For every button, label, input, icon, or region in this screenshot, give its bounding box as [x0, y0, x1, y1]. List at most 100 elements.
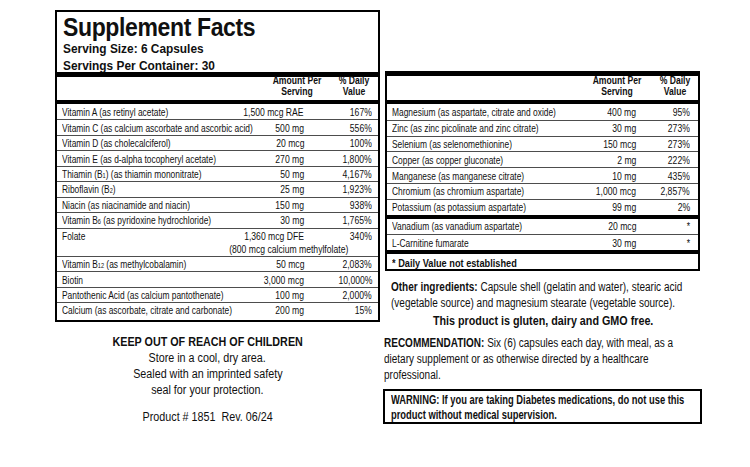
nutrient-daily-value: 556%	[304, 122, 372, 134]
amount-per-serving-header: Amount Per Serving	[273, 76, 322, 97]
daily-value-footnote: * Daily Value not established	[387, 254, 698, 269]
nutrient-row: Niacin (as niacinamide and niacin)150 mg…	[57, 197, 378, 212]
nutrient-amount: 150 mg	[202, 199, 304, 211]
vitamins-rows: Vitamin A (as retinyl acetate)1,500 mcg …	[57, 104, 378, 318]
nutrient-row: Vitamin C (as calcium ascorbate and asco…	[57, 119, 378, 134]
nutrient-row: Vitamin B12 (as methylcobalamin)50 mcg2,…	[57, 256, 378, 271]
warning-box: WARNING: If you are taking Diabetes medi…	[383, 389, 702, 424]
nutrient-amount: 1,000 mcg	[535, 185, 636, 197]
nutrient-amount: 1,360 mcg DFE	[202, 230, 304, 242]
nutrient-row: Thiamin (B1) (as thiamin mononitrate)50 …	[57, 166, 378, 181]
nutrient-daily-value: 1,800%	[304, 153, 372, 165]
minerals-table-header: Amount Per Serving % Daily Value	[387, 76, 698, 100]
nutrient-daily-value: 222%	[636, 154, 690, 166]
nutrient-name: Vitamin D (as cholecalciferol)	[57, 137, 202, 149]
nutrient-daily-value: 1,765%	[304, 214, 372, 226]
amount-per-serving-header: Amount Per Serving	[593, 76, 642, 97]
recommendation-line: RECOMMENDATION: Six (6) capsules each da…	[384, 336, 714, 352]
nutrient-daily-value: 1,923%	[304, 183, 372, 195]
seal-line: Sealed with an imprinted safety	[45, 366, 370, 382]
nutrient-amount: 270 mg	[202, 153, 304, 165]
product-number: Product # 1851 Rev. 06/24	[45, 409, 370, 425]
minerals-rows: Magnesium (as aspartate, citrate and oxi…	[387, 104, 698, 269]
nutrient-daily-value: 340%	[304, 230, 372, 242]
supplement-label: Supplement Facts Serving Size: 6 Capsule…	[0, 0, 750, 467]
nutrient-row: Zinc (as zinc picolinate and zinc citrat…	[387, 120, 698, 136]
nutrient-row: Pantothenic Acid (as calcium pantothenat…	[57, 287, 378, 302]
nutrient-row: Copper (as copper gluconate)2 mg222%	[387, 151, 698, 167]
nutrient-amount: 2 mg	[535, 154, 636, 166]
nutrient-daily-value: 15%	[304, 304, 372, 316]
nutrient-name: Calcium (as ascorbate, citrate and carbo…	[57, 304, 202, 316]
nutrient-row: Calcium (as ascorbate, citrate and carbo…	[57, 302, 378, 317]
nutrient-amount: 20 mcg	[535, 220, 636, 232]
nutrient-name: Vanadium (as vanadium aspartate)	[387, 220, 535, 232]
nutrient-daily-value: 2,000%	[304, 289, 372, 301]
nutrient-amount: 150 mcg	[535, 138, 636, 150]
nutrient-name: Zinc (as zinc picolinate and zinc citrat…	[387, 122, 535, 134]
other-ingredients: Other ingredients: Capsule shell (gelati…	[391, 280, 711, 311]
nutrient-row: Riboflavin (B2)25 mg1,923%	[57, 181, 378, 196]
percent-daily-value-header: % Daily Value	[660, 76, 691, 97]
other-ingredients-line: (vegetable source) and magnesium stearat…	[391, 296, 711, 312]
nutrient-amount: 50 mcg	[202, 258, 304, 270]
supplement-facts-panel: Supplement Facts Serving Size: 6 Capsule…	[55, 10, 380, 322]
nutrient-name: Potassium (as potassium aspartate)	[387, 201, 535, 213]
nutrient-name: Vitamin A (as retinyl acetate)	[57, 106, 202, 118]
storage-line: Store in a cool, dry area.	[45, 350, 370, 366]
nutrient-row: Magnesium (as aspartate, citrate and oxi…	[387, 104, 698, 120]
nutrient-amount: 25 mg	[202, 183, 304, 195]
keep-out-title: KEEP OUT OF REACH OF CHILDREN	[45, 334, 370, 350]
recommendation-block: RECOMMENDATION: Six (6) capsules each da…	[384, 336, 714, 383]
nutrient-amount: 1,500 mcg RAE	[202, 106, 304, 118]
panel-title: Supplement Facts	[63, 14, 372, 41]
nutrient-amount: 30 mg	[535, 237, 636, 249]
recommendation-line: professional.	[384, 368, 714, 384]
nutrient-daily-value: 435%	[636, 170, 690, 182]
nutrient-name: Vitamin C (as calcium ascorbate and asco…	[57, 122, 202, 134]
nutrient-row: Vitamin D (as cholecalciferol)20 mcg100%	[57, 135, 378, 150]
nutrient-daily-value: 2,083%	[304, 258, 372, 270]
nutrient-daily-value: 273%	[636, 122, 690, 134]
seal-line: seal for your protection.	[45, 382, 370, 398]
nutrient-daily-value: *	[636, 220, 690, 232]
nutrient-row: Biotin3,000 mcg10,000%	[57, 271, 378, 286]
nutrient-daily-value: 273%	[636, 138, 690, 150]
nutrient-daily-value: 4,167%	[304, 168, 372, 180]
nutrient-name: Niacin (as niacinamide and niacin)	[57, 199, 202, 211]
nutrient-row: Potassium (as potassium aspartate)99 mg2…	[387, 199, 698, 215]
nutrient-name: L-Carnitine fumarate	[387, 237, 535, 249]
nutrient-row: Vitamin B6 (as pyridoxine hydrochloride)…	[57, 212, 378, 227]
nutrient-daily-value: 2%	[636, 201, 690, 213]
nutrient-row: Vitamin A (as retinyl acetate)1,500 mcg …	[57, 104, 378, 119]
warning-text-line: WARNING: If you are taking Diabetes medi…	[391, 393, 694, 408]
nutrient-name: Chromium (as chromium aspartate)	[387, 185, 535, 197]
nutrient-name: Manganese (as manganese citrate)	[387, 170, 535, 182]
nutrient-daily-value: *	[636, 237, 690, 249]
facts-table-header: Amount Per Serving % Daily Value	[57, 74, 378, 100]
nutrient-name: Vitamin E (as d-alpha tocopheryl acetate…	[57, 153, 202, 165]
nutrient-daily-value: 2,857%	[636, 185, 690, 197]
nutrient-amount: 30 mg	[202, 214, 304, 226]
nutrient-name: Folate	[57, 230, 202, 242]
nutrient-amount: 10 mg	[535, 170, 636, 182]
nutrient-name: Thiamin (B1) (as thiamin mononitrate)	[57, 168, 202, 180]
recommendation-line: dietary supplement or as otherwise direc…	[384, 352, 714, 368]
warning-text-line: product without medical supervision.	[391, 408, 694, 423]
nutrient-daily-value: 938%	[304, 199, 372, 211]
nutrient-name: Vitamin B6 (as pyridoxine hydrochloride)	[57, 214, 202, 226]
nutrient-name: Selenium (as selenomethionine)	[387, 138, 535, 150]
nutrient-amount: 20 mcg	[202, 137, 304, 149]
nutrient-name: Riboflavin (B2)	[57, 183, 202, 195]
serving-size: Serving Size: 6 Capsules	[63, 41, 372, 58]
nutrient-daily-value: 10,000%	[304, 274, 372, 286]
nutrient-amount: 30 mg	[535, 122, 636, 134]
percent-daily-value-header: % Daily Value	[339, 76, 370, 97]
minerals-dv-rows: Magnesium (as aspartate, citrate and oxi…	[387, 104, 698, 215]
nutrient-daily-value: 95%	[636, 106, 690, 118]
keep-out-block: KEEP OUT OF REACH OF CHILDREN Store in a…	[45, 334, 370, 425]
nutrient-name: Magnesium (as aspartate, citrate and oxi…	[387, 106, 535, 118]
nutrient-amount: 50 mg	[202, 168, 304, 180]
nutrient-row: Vanadium (as vanadium aspartate)20 mcg*	[387, 219, 698, 235]
nutrient-daily-value: 100%	[304, 137, 372, 149]
